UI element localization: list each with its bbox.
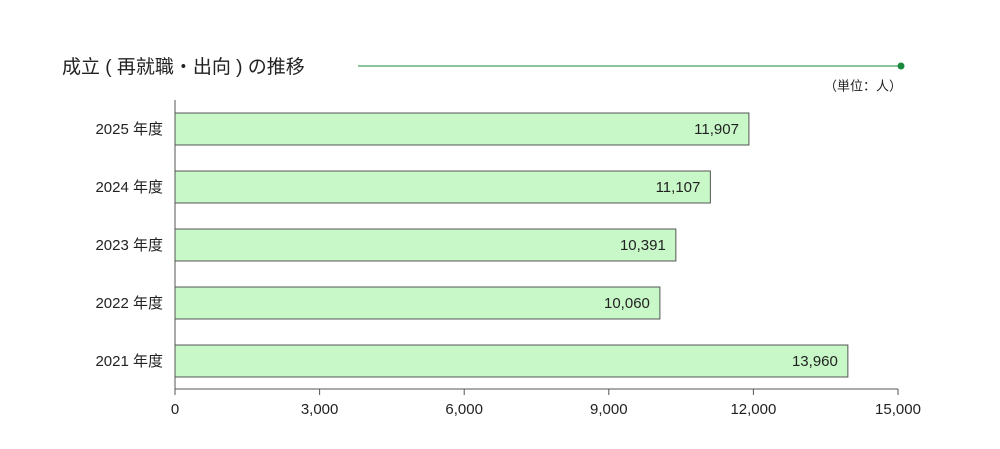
x-tick-label: 0: [171, 401, 179, 418]
y-tick-label: 2023 年度: [95, 237, 163, 254]
x-tick-label: 9,000: [590, 401, 628, 418]
x-tick-label: 12,000: [730, 401, 776, 418]
x-tick-label: 6,000: [445, 401, 483, 418]
y-tick-label: 2024 年度: [95, 179, 163, 196]
unit-label: （単位：人）: [824, 78, 902, 93]
y-tick-label: 2021 年度: [95, 353, 163, 370]
y-tick-label: 2025 年度: [95, 121, 163, 138]
x-tick-label: 15,000: [875, 401, 921, 418]
bar: [174, 344, 849, 378]
value-label: 10,060: [604, 295, 650, 312]
bar: [174, 112, 750, 146]
bar: [174, 228, 677, 262]
value-label: 11,107: [656, 179, 701, 196]
bar: [174, 286, 661, 320]
value-label: 11,907: [694, 121, 739, 138]
title-rule-dot: [897, 62, 905, 70]
chart-title: 成立 ( 再就職・出向 ) の推移: [62, 56, 305, 78]
value-label: 10,391: [620, 237, 666, 254]
bar: [174, 170, 711, 204]
y-tick-label: 2022 年度: [95, 295, 163, 312]
x-tick-label: 3,000: [301, 401, 339, 418]
value-label: 13,960: [792, 353, 838, 370]
